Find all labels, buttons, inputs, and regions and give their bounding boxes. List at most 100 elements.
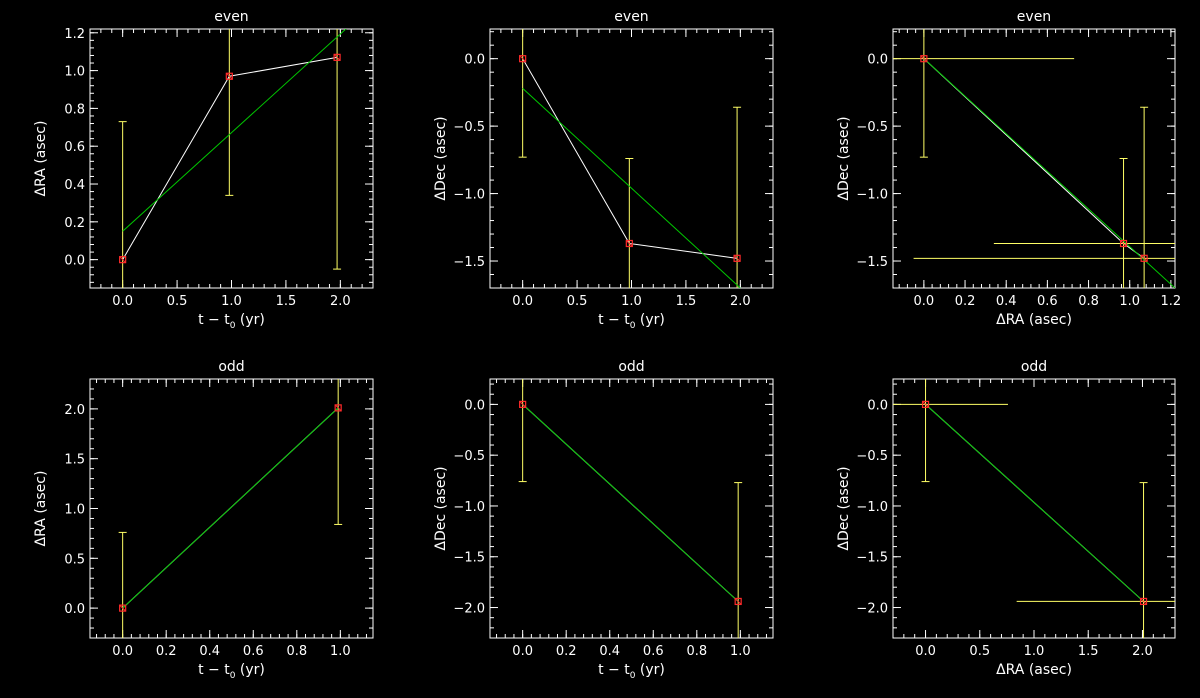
- x-tick-label: 1.0: [621, 294, 642, 309]
- x-axis-label: t − t0 (yr): [198, 312, 265, 331]
- y-tick-label: 0.0: [464, 398, 485, 413]
- y-tick-label: 0.0: [64, 602, 85, 617]
- y-axis-label: ΔRA (asec): [33, 471, 49, 547]
- x-tick-label: 0.0: [512, 294, 533, 309]
- x-tick-label: 0.4: [199, 644, 220, 659]
- x-axis-label-subscript: 0: [230, 671, 236, 681]
- x-tick-label: 1.0: [330, 644, 351, 659]
- plot-data-area: [118, 29, 347, 288]
- data-point: [519, 400, 527, 408]
- y-tick-label: 1.0: [64, 65, 85, 80]
- data-point-cross: [119, 604, 127, 612]
- data-point-cross: [334, 404, 342, 412]
- x-tick-label: 1.5: [276, 294, 297, 309]
- x-tick-label: 0.6: [243, 644, 264, 659]
- x-axis-label-main: t − t: [598, 662, 630, 678]
- x-tick-label: 0.6: [1037, 294, 1058, 309]
- x-tick-label: 0.4: [599, 644, 620, 659]
- x-axis-label-main: ΔRA (asec): [996, 662, 1072, 678]
- data-point: [519, 55, 527, 63]
- data-point-cross: [519, 55, 527, 63]
- x-axis-label-main: t − t: [198, 312, 230, 328]
- y-tick-label: 0.5: [64, 552, 85, 567]
- chart-panel-4: 0.0 0.2 0.4 0.6 0.8 1.0 0.0 0.5 1.0 1.5 2.0 odd t − …: [33, 359, 374, 681]
- x-tick-label: 0.5: [167, 294, 188, 309]
- x-tick-label: 0.8: [1078, 294, 1099, 309]
- x-axis-label-subscript: 0: [630, 321, 636, 331]
- x-tick-label: 0.4: [996, 294, 1017, 309]
- data-point: [625, 239, 633, 248]
- data-point-cross: [733, 254, 741, 262]
- fit-line: [522, 404, 739, 602]
- y-tick-label: −1.0: [453, 188, 485, 203]
- x-axis-label: t − t0 (yr): [198, 662, 265, 681]
- y-tick-label: 0.0: [464, 53, 485, 68]
- x-axis-label-main: t − t: [198, 662, 230, 678]
- x-tick-label: 0.6: [643, 644, 664, 659]
- chart-title: even: [1017, 9, 1051, 25]
- plot-frame: [89, 28, 374, 289]
- chart-panel-3: 0.0 0.2 0.4 0.6 0.8 1.0 1.2 0.0 −0.5 −1.0 −1.5 even…: [836, 9, 1181, 328]
- y-tick-label: 1.5: [64, 453, 85, 468]
- y-tick-label: −0.5: [453, 120, 485, 135]
- plot-data-area: [893, 29, 1175, 288]
- x-tick-label: 1.0: [221, 294, 242, 309]
- x-axis-label-main: t − t: [598, 312, 630, 328]
- x-tick-label: 1.0: [1024, 644, 1045, 659]
- data-point: [334, 404, 342, 412]
- y-tick-label: −2.0: [856, 602, 888, 617]
- x-tick-label: 0.2: [556, 644, 577, 659]
- x-tick-label: 0.8: [686, 644, 707, 659]
- y-tick-label: 1.0: [64, 503, 85, 518]
- plot-frame: [892, 28, 1176, 289]
- data-line: [122, 56, 338, 260]
- y-tick-label: −1.0: [453, 500, 485, 515]
- data-point: [333, 53, 341, 61]
- x-tick-label: 0.5: [969, 644, 990, 659]
- y-tick-label: 0.0: [867, 53, 888, 68]
- data-point-cross: [119, 256, 127, 263]
- y-tick-label: −1.5: [453, 255, 485, 270]
- y-tick-label: 1.2: [64, 27, 85, 42]
- y-tick-label: 0.2: [64, 216, 85, 231]
- y-tick-label: 0.0: [867, 398, 888, 413]
- chart-panel-5: 0.0 0.2 0.4 0.6 0.8 1.0 0.0 −0.5 −1.0 −1.5 −2.0 odd…: [433, 359, 774, 681]
- data-point-cross: [225, 72, 233, 80]
- x-tick-label: 0.0: [915, 644, 936, 659]
- y-tick-label: −2.0: [453, 602, 485, 617]
- data-point: [734, 597, 742, 606]
- data-point-cross: [920, 55, 928, 63]
- x-tick-label: 0.2: [955, 294, 976, 309]
- y-tick-label: 0.0: [64, 254, 85, 269]
- data-point-cross: [1140, 254, 1148, 262]
- x-tick-label: 0.8: [286, 644, 307, 659]
- plot-data-area: [118, 379, 343, 638]
- data-point-cross: [625, 240, 633, 247]
- fit-line: [925, 404, 1144, 602]
- x-tick-label: 2.0: [330, 294, 351, 309]
- chart-title: even: [614, 9, 648, 25]
- data-point-cross: [519, 401, 527, 408]
- x-tick-label: 1.0: [1119, 294, 1140, 309]
- x-tick-label: 1.5: [1078, 644, 1099, 659]
- y-tick-label: 0.4: [64, 178, 85, 193]
- data-point: [1139, 597, 1148, 606]
- chart-title: odd: [618, 359, 644, 375]
- fit-line: [923, 58, 1175, 288]
- y-axis-label: ΔDec (asec): [433, 466, 449, 550]
- x-tick-label: 0.0: [914, 294, 935, 309]
- y-tick-label: −0.5: [856, 449, 888, 464]
- y-tick-label: −1.5: [453, 551, 485, 566]
- chart-panel-1: 0.0 0.5 1.0 1.5 2.0 0.0 0.2 0.4 0.6 0.8 1.0 1.2 even…: [33, 9, 374, 331]
- fit-line: [522, 87, 741, 288]
- y-tick-label: −0.5: [856, 120, 888, 135]
- plot-data-area: [518, 29, 742, 288]
- y-tick-label: −1.5: [856, 255, 888, 270]
- y-axis-label: ΔDec (asec): [836, 466, 852, 550]
- x-axis-label-unit: (yr): [635, 662, 664, 678]
- x-tick-label: 0.2: [156, 644, 177, 659]
- x-tick-label: 2.0: [1132, 644, 1153, 659]
- y-tick-label: −0.5: [453, 449, 485, 464]
- x-axis-label-unit: (yr): [635, 312, 664, 328]
